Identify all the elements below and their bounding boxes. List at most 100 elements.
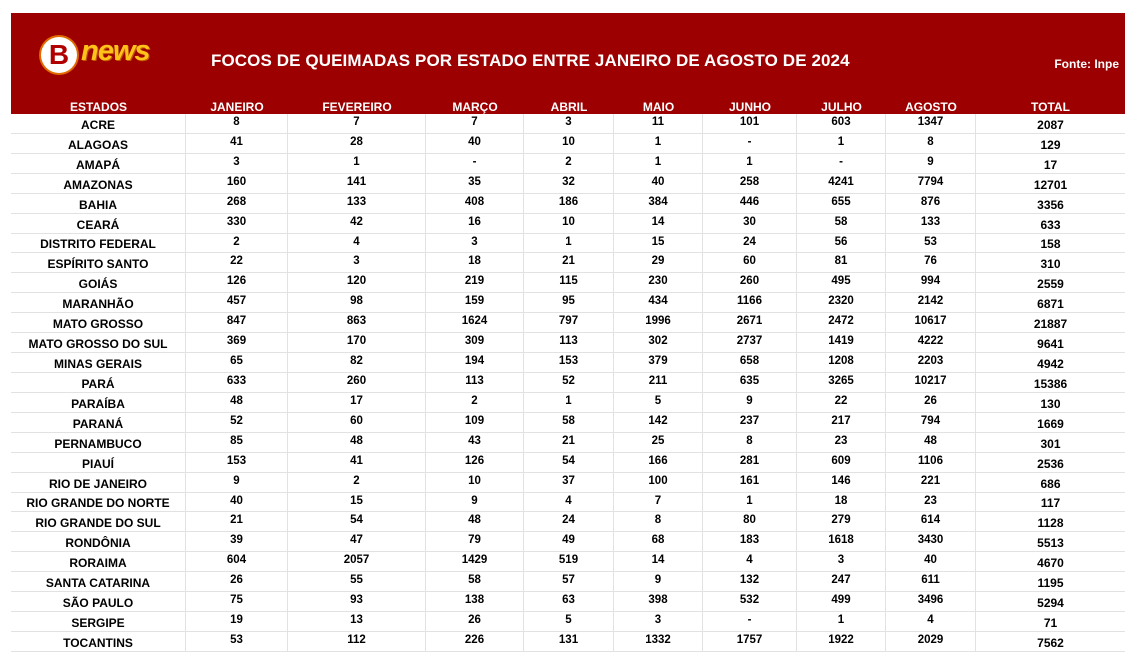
table-row: SÃO PAULO 75 93 138 63 398 532 499 3496 5294 bbox=[11, 592, 1125, 613]
month-value-cell: 279 bbox=[797, 512, 886, 532]
month-value-cell: 8 bbox=[186, 114, 288, 133]
column-header-2: FEVEREIRO bbox=[322, 100, 392, 114]
month-value-cell: 7 bbox=[288, 114, 426, 133]
month-value-cell: 379 bbox=[614, 353, 703, 372]
table-row: RORAIMA 604 2057 1429 519 14 4 3 40 4670 bbox=[11, 552, 1125, 573]
month-value-cell: 457 bbox=[186, 293, 288, 313]
month-value-cell: 25 bbox=[614, 432, 703, 452]
month-value-cell: 21 bbox=[524, 432, 614, 452]
month-value-cell: 258 bbox=[703, 173, 797, 193]
month-value-cell: 3 bbox=[797, 552, 886, 572]
total-cell: 9641 bbox=[1037, 337, 1064, 352]
month-value-cell: 109 bbox=[426, 412, 524, 432]
month-value-cell: 159 bbox=[426, 293, 524, 313]
month-value-cell: 15 bbox=[288, 492, 426, 512]
month-value-cell: 1 bbox=[614, 153, 703, 173]
month-value-cell: 43 bbox=[426, 432, 524, 452]
state-name-cell: ACRE bbox=[11, 114, 186, 133]
month-value-cell: 1 bbox=[797, 612, 886, 631]
month-value-cell: 17 bbox=[288, 392, 426, 412]
month-value-cell: 2 bbox=[288, 472, 426, 492]
month-value-cell: 398 bbox=[614, 592, 703, 612]
table-row: CEARÁ 330 42 16 10 14 30 58 133 633 bbox=[11, 213, 1125, 234]
column-header-1: JANEIRO bbox=[210, 100, 264, 114]
month-value-cell: 55 bbox=[288, 572, 426, 592]
month-value-cell: 3 bbox=[426, 233, 524, 253]
table-row: PIAUÍ 153 41 126 54 166 281 609 1106 2536 bbox=[11, 452, 1125, 473]
column-header-3: MARÇO bbox=[452, 100, 498, 114]
month-value-cell: 113 bbox=[524, 333, 614, 353]
total-cell: 2559 bbox=[1037, 277, 1064, 292]
month-value-cell: 80 bbox=[703, 512, 797, 532]
state-name-cell: CEARÁ bbox=[11, 213, 186, 233]
month-value-cell: 4 bbox=[703, 552, 797, 572]
month-value-cell: 24 bbox=[524, 512, 614, 532]
month-value-cell: 847 bbox=[186, 313, 288, 333]
month-value-cell: - bbox=[426, 153, 524, 173]
month-value-cell: 76 bbox=[886, 253, 976, 273]
month-value-cell: 60 bbox=[288, 412, 426, 432]
total-cell: 2536 bbox=[1037, 456, 1064, 471]
month-value-cell: 42 bbox=[288, 213, 426, 233]
month-value-cell: 95 bbox=[524, 293, 614, 313]
month-value-cell: 49 bbox=[524, 532, 614, 552]
month-value-cell: 797 bbox=[524, 313, 614, 333]
month-value-cell: 75 bbox=[186, 592, 288, 612]
month-value-cell: 81 bbox=[797, 253, 886, 273]
month-value-cell: 604 bbox=[186, 552, 288, 572]
month-value-cell: 22 bbox=[186, 253, 288, 273]
month-value-cell: 153 bbox=[186, 452, 288, 472]
total-cell: 117 bbox=[1040, 496, 1061, 511]
month-value-cell: 10617 bbox=[886, 313, 976, 333]
month-value-cell: 10 bbox=[524, 133, 614, 153]
month-value-cell: 268 bbox=[186, 193, 288, 213]
month-value-cell: 3 bbox=[524, 114, 614, 133]
total-cell: 7562 bbox=[1037, 635, 1064, 650]
table-row: AMAZONAS 160 141 35 32 40 258 4241 7794 12701 bbox=[11, 173, 1125, 194]
month-value-cell: 1 bbox=[524, 392, 614, 412]
month-value-cell: 58 bbox=[797, 213, 886, 233]
month-value-cell: 161 bbox=[703, 472, 797, 492]
month-value-cell: 133 bbox=[886, 213, 976, 233]
month-value-cell: 112 bbox=[288, 631, 426, 651]
month-value-cell: 603 bbox=[797, 114, 886, 133]
month-value-cell: 8 bbox=[614, 512, 703, 532]
month-value-cell: 230 bbox=[614, 273, 703, 293]
month-value-cell: 532 bbox=[703, 592, 797, 612]
total-cell: 71 bbox=[1043, 615, 1058, 630]
month-value-cell: 221 bbox=[886, 472, 976, 492]
state-name-cell: RIO DE JANEIRO bbox=[11, 472, 186, 492]
month-value-cell: 58 bbox=[524, 412, 614, 432]
state-name-cell: SANTA CATARINA bbox=[11, 572, 186, 592]
month-value-cell: 794 bbox=[886, 412, 976, 432]
month-value-cell: 863 bbox=[288, 313, 426, 333]
state-name-cell: PARAÍBA bbox=[11, 392, 186, 412]
month-value-cell: 611 bbox=[886, 572, 976, 592]
month-value-cell: 2 bbox=[426, 392, 524, 412]
month-value-cell: 48 bbox=[886, 432, 976, 452]
state-name-cell: RIO GRANDE DO NORTE bbox=[11, 492, 186, 512]
state-name-cell: AMAPÁ bbox=[11, 153, 186, 173]
month-value-cell: 609 bbox=[797, 452, 886, 472]
month-value-cell: 1 bbox=[703, 153, 797, 173]
month-value-cell: 48 bbox=[288, 432, 426, 452]
month-value-cell: 1 bbox=[288, 153, 426, 173]
state-name-cell: PARÁ bbox=[11, 372, 186, 392]
month-value-cell: 1208 bbox=[797, 353, 886, 372]
source-credit: Fonte: Inpe bbox=[1054, 57, 1119, 71]
month-value-cell: 9 bbox=[703, 392, 797, 412]
month-value-cell: 302 bbox=[614, 333, 703, 353]
month-value-cell: 48 bbox=[186, 392, 288, 412]
table-body: ACRE 8 7 7 3 11 101 603 1347 2087 ALAGOAS 41 28 40 10 1… bbox=[11, 114, 1125, 652]
month-value-cell: 260 bbox=[703, 273, 797, 293]
column-header-0: ESTADOS bbox=[69, 100, 128, 114]
column-header-5: MAIO bbox=[642, 100, 675, 114]
table-row: SERGIPE 19 13 26 5 3-1 4 71 bbox=[11, 612, 1125, 632]
total-cell: 301 bbox=[1040, 436, 1061, 451]
month-value-cell: 2029 bbox=[886, 631, 976, 651]
month-value-cell: 40 bbox=[186, 492, 288, 512]
month-value-cell: 19 bbox=[186, 612, 288, 631]
total-cell: 17 bbox=[1043, 157, 1058, 172]
month-value-cell: - bbox=[703, 612, 797, 631]
month-value-cell: 260 bbox=[288, 372, 426, 392]
